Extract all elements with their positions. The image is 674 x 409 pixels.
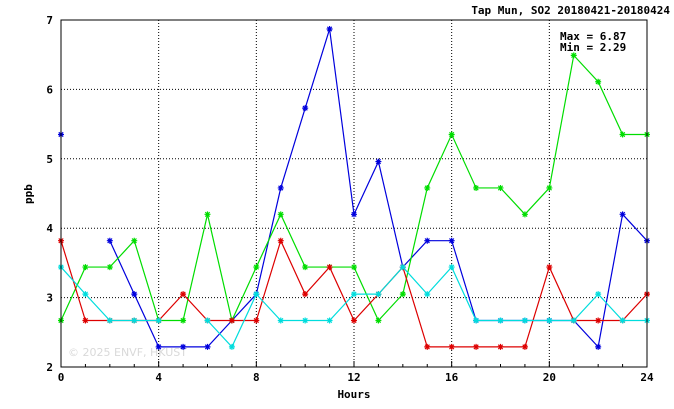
data-point — [570, 317, 577, 324]
series-line — [109, 28, 648, 349]
data-point — [521, 317, 528, 324]
series-2 — [58, 52, 650, 324]
data-point — [448, 237, 455, 244]
data-point — [497, 317, 504, 324]
data-point — [448, 343, 455, 350]
data-point — [619, 211, 626, 218]
y-tick-label: 7 — [46, 14, 53, 27]
chart-title: Tap Mun, SO2 20180421-20180424 — [471, 4, 670, 17]
data-point — [497, 184, 504, 191]
data-point — [595, 317, 602, 324]
data-point — [351, 264, 357, 271]
x-tick-label: 8 — [253, 371, 260, 384]
data-point — [82, 291, 89, 298]
data-point — [302, 264, 309, 271]
x-axis-label: Hours — [337, 388, 370, 401]
data-point — [253, 317, 260, 324]
data-point — [180, 343, 187, 350]
data-point — [131, 237, 138, 244]
min-annotation: Min = 2.29 — [560, 41, 626, 54]
max-annotation: Max = 6.87 — [560, 30, 626, 43]
data-point — [595, 343, 602, 350]
x-tick-label: 24 — [640, 371, 654, 384]
y-tick-label: 3 — [46, 292, 53, 305]
axis-ticks: 0 4 8 12 16 20 24 2 3 4 5 6 7 — [46, 14, 654, 384]
data-point — [326, 317, 333, 324]
data-point — [546, 264, 553, 271]
series-layer — [58, 26, 650, 350]
data-point — [277, 237, 284, 244]
data-point — [106, 317, 113, 324]
data-point — [424, 291, 431, 298]
data-point — [399, 264, 406, 271]
data-point — [326, 264, 333, 271]
data-point — [497, 343, 504, 350]
y-tick-label: 2 — [46, 361, 53, 374]
series-4 — [58, 264, 650, 350]
data-point — [277, 184, 284, 191]
data-point — [351, 211, 357, 218]
data-point — [399, 291, 406, 298]
y-tick-label: 5 — [46, 153, 53, 166]
data-point — [155, 343, 162, 350]
grid-lines — [61, 20, 647, 367]
x-tick-label: 4 — [155, 371, 162, 384]
data-point — [106, 264, 113, 271]
data-point — [253, 264, 260, 271]
data-point — [546, 317, 553, 324]
data-point — [82, 264, 89, 271]
data-point — [351, 291, 357, 298]
data-point — [228, 343, 235, 350]
data-point — [448, 264, 455, 271]
data-point — [375, 291, 382, 298]
data-point — [351, 317, 357, 324]
data-point — [570, 52, 577, 59]
series-line — [207, 265, 647, 348]
data-point — [302, 291, 309, 298]
x-tick-label: 0 — [58, 371, 65, 384]
data-point — [595, 291, 602, 298]
data-point — [424, 184, 431, 191]
data-point — [180, 317, 187, 324]
data-point — [521, 211, 528, 218]
data-point — [302, 317, 309, 324]
data-point — [619, 317, 626, 324]
data-point — [204, 343, 211, 350]
data-point — [546, 184, 553, 191]
data-point — [253, 291, 260, 298]
data-point — [326, 26, 333, 33]
data-point — [424, 343, 431, 350]
y-axis-label: ppb — [22, 184, 35, 204]
data-point — [473, 343, 480, 350]
data-point — [595, 78, 602, 85]
data-point — [204, 211, 211, 218]
data-point — [204, 317, 211, 324]
y-tick-label: 6 — [46, 83, 53, 96]
x-tick-label: 20 — [543, 371, 556, 384]
data-point — [180, 291, 187, 298]
data-point — [521, 343, 528, 350]
data-point — [277, 211, 284, 218]
series-line — [60, 266, 159, 322]
watermark: © 2025 ENVF, HKUST — [68, 346, 187, 359]
data-point — [131, 291, 138, 298]
data-point — [375, 158, 382, 165]
data-point — [424, 237, 431, 244]
data-point — [155, 317, 162, 324]
x-tick-label: 16 — [445, 371, 459, 384]
data-point — [228, 317, 235, 324]
data-point — [277, 317, 284, 324]
data-point — [131, 317, 138, 324]
y-tick-label: 4 — [46, 222, 53, 235]
data-point — [473, 184, 480, 191]
data-point — [82, 317, 89, 324]
data-point — [302, 105, 309, 112]
x-tick-label: 12 — [347, 371, 360, 384]
data-point — [448, 131, 455, 138]
data-point — [473, 317, 480, 324]
data-point — [619, 131, 626, 138]
data-point — [106, 237, 113, 244]
data-point — [375, 317, 382, 324]
